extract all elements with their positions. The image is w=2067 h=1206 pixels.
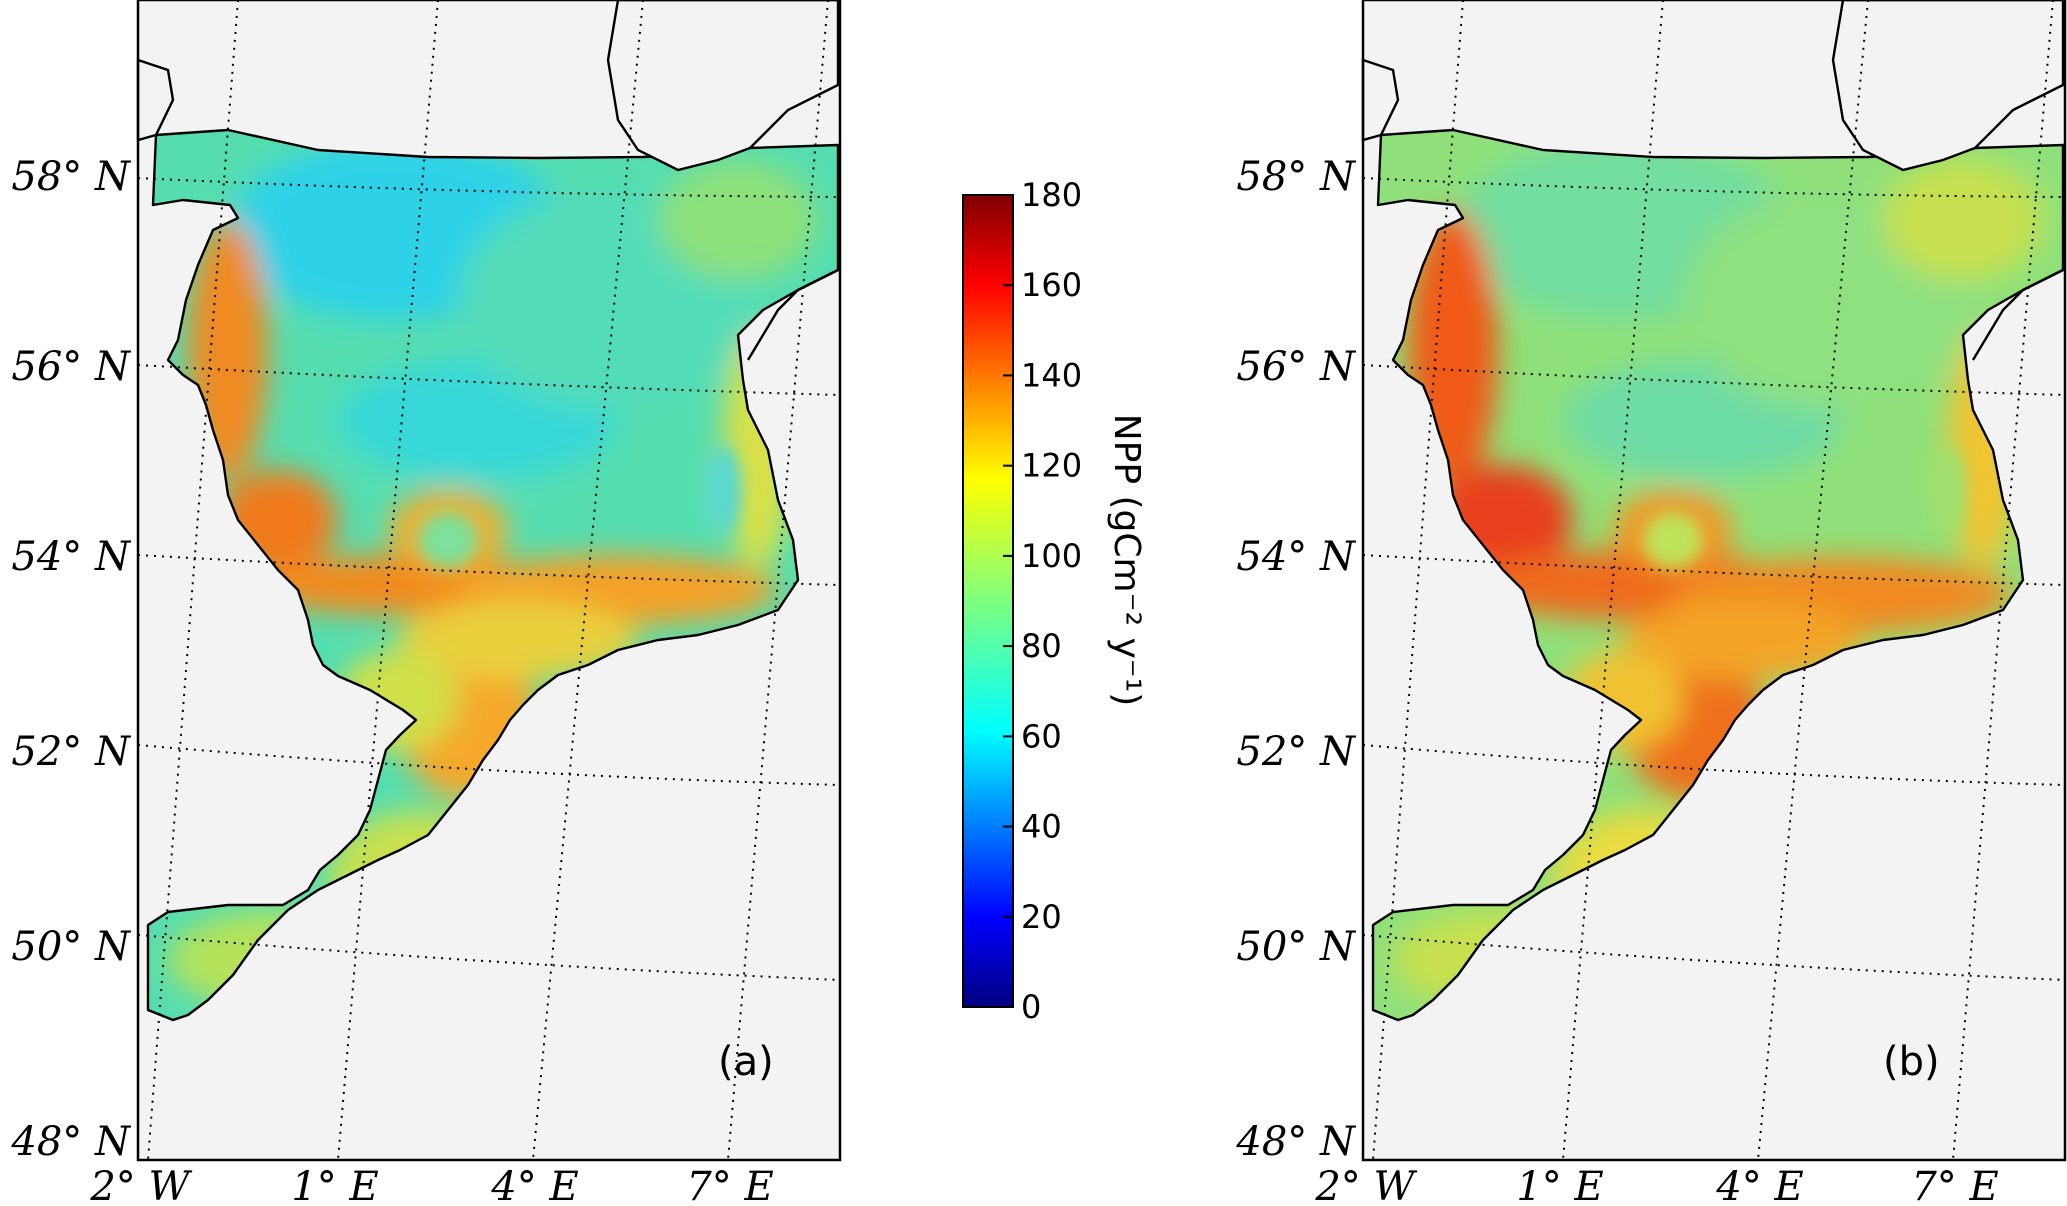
lon-labels-b: 2° W 1° E 4° E 7° E: [1314, 1164, 1998, 1206]
colorbar-tick-label: 40: [1021, 808, 1062, 846]
lon-tick: 4° E: [1715, 1164, 1803, 1206]
panel-label-a: (a): [718, 1039, 774, 1085]
lat-tick: 54° N: [11, 534, 132, 580]
norway-coast-b: [1831, 0, 2065, 172]
lat-tick: 50° N: [11, 924, 132, 970]
colorbar-tick-label: 160: [1021, 266, 1082, 304]
map-frame-a: [136, 0, 842, 1162]
map-panel-b: (b): [1361, 0, 2067, 1162]
graticule-b: [1362, 0, 2066, 1161]
colorbar-tick-label: 0: [1021, 988, 1041, 1026]
lat-tick: 52° N: [1236, 729, 1357, 775]
colorbar-tick-label: 60: [1021, 717, 1062, 755]
colorbar-tick-label: 120: [1021, 447, 1082, 485]
norway-coast-a: [606, 0, 840, 172]
lat-tick: 52° N: [11, 729, 132, 775]
colorbar-tick-label: 80: [1021, 627, 1062, 665]
map-frame-b: [1361, 0, 2067, 1162]
lon-tick: 1° E: [1516, 1164, 1603, 1206]
graticule-a: [137, 0, 841, 1161]
lon-tick: 1° E: [291, 1164, 378, 1206]
lat-tick: 48° N: [10, 1119, 132, 1165]
lat-labels-b: 58° N 56° N 54° N 52° N 50° N 48° N: [1235, 154, 1357, 1165]
colorbar: 0 20 40 60 80 100 120 140 160 180 NPP (gCm⁻² y⁻¹): [962, 176, 1147, 1026]
lon-tick: 7° E: [1911, 1164, 1998, 1206]
lon-tick: 2° W: [1314, 1164, 1417, 1206]
lat-tick: 48° N: [1235, 1119, 1357, 1165]
lon-labels-a: 2° W 1° E 4° E 7° E: [89, 1164, 773, 1206]
lat-tick: 58° N: [11, 154, 132, 200]
colorbar-tick-label: 180: [1021, 176, 1082, 214]
colorbar-gradient: [962, 194, 1014, 1008]
lon-tick: 4° E: [490, 1164, 578, 1206]
lat-tick: 56° N: [11, 344, 132, 390]
map-panel-a: (a): [136, 0, 842, 1162]
lat-labels-a: 58° N 56° N 54° N 52° N 50° N 48° N: [10, 154, 132, 1165]
lat-tick: 50° N: [1236, 924, 1357, 970]
lon-tick: 2° W: [89, 1164, 192, 1206]
lon-tick: 7° E: [686, 1164, 773, 1206]
colorbar-tick-label: 20: [1021, 898, 1062, 936]
panel-label-b: (b): [1883, 1039, 1940, 1085]
colorbar-label: NPP (gCm⁻² y⁻¹): [1106, 414, 1147, 707]
lat-tick: 56° N: [1236, 344, 1357, 390]
lat-tick: 54° N: [1236, 534, 1357, 580]
colorbar-tick-label: 140: [1021, 356, 1082, 394]
colorbar-ticks: 0 20 40 60 80 100 120 140 160 180: [1003, 176, 1082, 1026]
colorbar-tick-label: 100: [1021, 537, 1082, 575]
lat-tick: 58° N: [1236, 154, 1357, 200]
